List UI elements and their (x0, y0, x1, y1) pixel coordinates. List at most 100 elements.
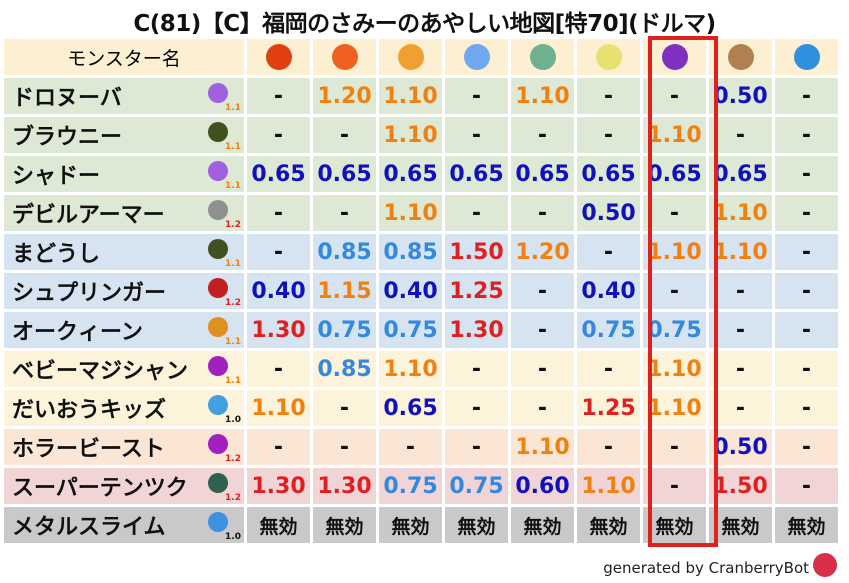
table-row: スーパーテンツク 1.2 1.30 1.30 0.75 0.75 0.60 1.10-1.50… (4, 468, 838, 504)
resistance-value: 0.65 (247, 156, 310, 192)
monster-name-cell: ドロヌーバ 1.1 (4, 78, 244, 114)
resistance-value: - (247, 195, 310, 231)
water-wave-icon (793, 44, 820, 70)
resistance-value: - (775, 273, 838, 309)
resistance-value: - (643, 429, 706, 465)
resistance-value: 1.10 (709, 234, 772, 270)
explosion-icon (397, 44, 424, 70)
resistance-value: - (577, 429, 640, 465)
resistance-value: - (247, 234, 310, 270)
resistance-value: - (709, 312, 772, 348)
resistance-value: 0.50 (709, 78, 772, 114)
monster-name: ドロヌーバ (12, 86, 122, 111)
resistance-value: - (313, 117, 376, 153)
dark-vortex-icon (661, 44, 688, 70)
resistance-value: 0.75 (379, 468, 442, 504)
resistance-value: 1.20 (511, 234, 574, 270)
resistance-value: 無効 (511, 507, 574, 543)
resistance-value: 0.65 (313, 156, 376, 192)
monster-name: ブラウニー (12, 125, 123, 150)
resistance-value: - (577, 78, 640, 114)
tornado-icon (529, 44, 556, 70)
resistance-value: 0.85 (379, 234, 442, 270)
monster-name-cell: ブラウニー 1.1 (4, 117, 244, 153)
resistance-value: - (709, 273, 772, 309)
resistance-value: 無効 (709, 507, 772, 543)
race-multiplier: 1.1 (225, 103, 241, 113)
fire-ball-icon (265, 44, 292, 70)
resistance-value: 1.10 (643, 117, 706, 153)
hooded-ghost-icon (208, 239, 228, 259)
resistance-value: - (775, 312, 838, 348)
resistance-value: - (511, 312, 574, 348)
resistance-value: 1.30 (445, 312, 508, 348)
insect-icon (208, 473, 228, 493)
monster-name: オークィーン (12, 320, 143, 345)
monster-name: デビルアーマー (12, 203, 165, 228)
resistance-value: 0.65 (379, 156, 442, 192)
resistance-value: 1.10 (379, 78, 442, 114)
resistance-value: 無効 (643, 507, 706, 543)
resistance-value: - (709, 117, 772, 153)
monster-name-cell: デビルアーマー 1.2 (4, 195, 244, 231)
table-row: デビルアーマー 1.2- -1.10- -0.50-1.10- (4, 195, 838, 231)
resistance-value: - (445, 390, 508, 426)
resistance-value: 0.40 (247, 273, 310, 309)
race-multiplier: 1.2 (225, 220, 241, 230)
monster-name: メタルスライム (12, 515, 166, 540)
race-multiplier: 1.1 (225, 142, 241, 152)
resistance-value: - (313, 195, 376, 231)
table-row: シャドー 1.1 0.65 0.65 0.65 0.65 0.65 0.65 0.65 0.65- (4, 156, 838, 192)
resistance-value: - (775, 78, 838, 114)
race-multiplier: 1.1 (225, 259, 241, 269)
resistance-value: - (775, 195, 838, 231)
lightning-star-icon (595, 44, 622, 70)
resistance-value: - (445, 195, 508, 231)
resistance-value: 0.60 (511, 468, 574, 504)
resistance-value: 0.50 (577, 195, 640, 231)
element-header (379, 39, 442, 75)
resistance-value: 無効 (313, 507, 376, 543)
resistance-value: - (247, 429, 310, 465)
resistance-value: - (511, 390, 574, 426)
ice-flower-icon (463, 44, 490, 70)
resistance-value: 0.75 (643, 312, 706, 348)
monster-name: まどうし (12, 242, 101, 267)
resistance-value: - (775, 429, 838, 465)
element-header (247, 39, 310, 75)
resistance-value: - (775, 390, 838, 426)
resistance-value: - (445, 429, 508, 465)
monster-name: ベビーマジシャン (12, 359, 189, 384)
resistance-value: 0.85 (313, 234, 376, 270)
table-row: ブラウニー 1.1- -1.10- - -1.10- - (4, 117, 838, 153)
monster-name-cell: シャドー 1.1 (4, 156, 244, 192)
resistance-value: - (445, 117, 508, 153)
resistance-value: - (775, 234, 838, 270)
monster-name: シャドー (12, 164, 101, 189)
resistance-value: 1.10 (511, 429, 574, 465)
resistance-value: 0.65 (445, 156, 508, 192)
resistance-value: 0.65 (379, 390, 442, 426)
paw-icon (208, 317, 228, 337)
table-row: オークィーン 1.1 1.30 0.75 0.75 1.30-0.75 0.75- - (4, 312, 838, 348)
resistance-value: - (511, 195, 574, 231)
race-multiplier: 1.1 (225, 376, 241, 386)
resistance-value: 0.75 (577, 312, 640, 348)
resistance-value: - (247, 78, 310, 114)
resistance-value: - (775, 156, 838, 192)
brick-wall-icon (208, 200, 228, 220)
resistance-value: 0.75 (379, 312, 442, 348)
flame-icon (331, 44, 358, 70)
race-multiplier: 1.2 (225, 493, 241, 503)
trident-icon (208, 434, 228, 454)
resistance-value: - (511, 273, 574, 309)
element-header (775, 39, 838, 75)
resistance-value: 1.10 (643, 351, 706, 387)
resistance-value: 1.50 (709, 468, 772, 504)
element-header (511, 39, 574, 75)
resistance-value: 1.25 (577, 390, 640, 426)
table-row: シュプリンガー 1.2 0.40 1.15 0.40 1.25-0.40- - - (4, 273, 838, 309)
page-title: C(81)【C】福岡のさみーのあやしい地図[特70](ドルマ) (133, 11, 716, 37)
resistance-value: 0.50 (709, 429, 772, 465)
table-row: まどうし 1.1-0.85 0.85 1.50 1.20-1.10 1.10- (4, 234, 838, 270)
